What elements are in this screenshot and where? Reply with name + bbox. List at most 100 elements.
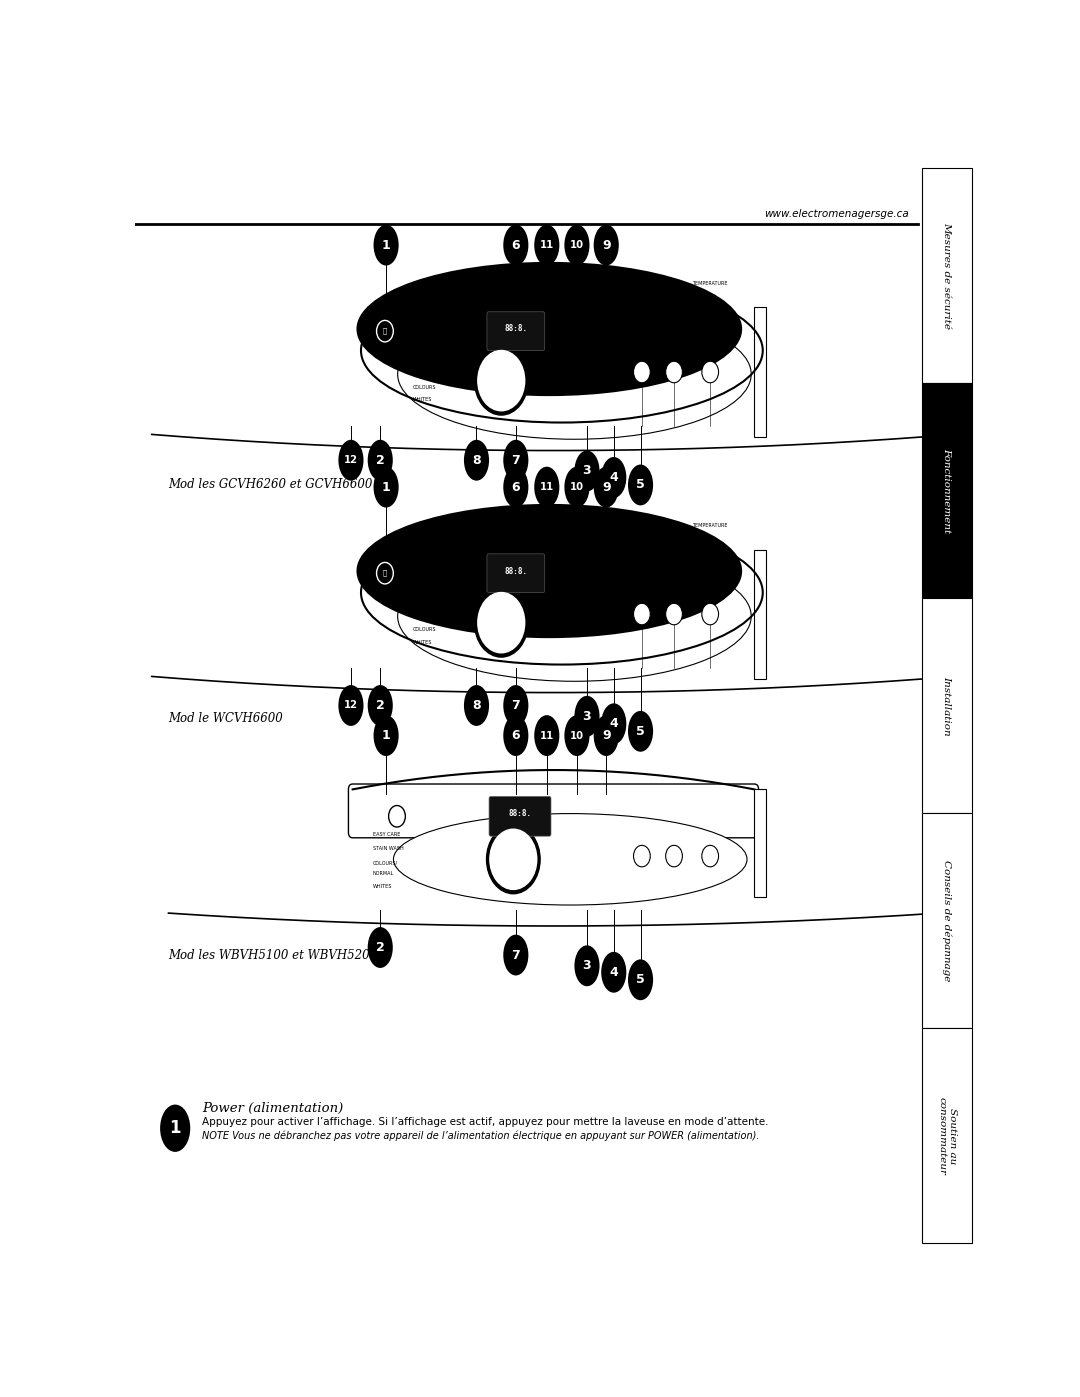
Bar bbox=[922, 813, 972, 1028]
Ellipse shape bbox=[367, 928, 393, 968]
Ellipse shape bbox=[594, 467, 619, 507]
Circle shape bbox=[665, 362, 683, 383]
Text: STAIN WASH: STAIN WASH bbox=[373, 847, 404, 851]
Text: 3: 3 bbox=[583, 464, 591, 478]
Text: 2: 2 bbox=[376, 942, 384, 954]
Ellipse shape bbox=[535, 225, 559, 265]
Ellipse shape bbox=[356, 261, 742, 397]
Text: 5: 5 bbox=[636, 478, 645, 492]
Text: 1: 1 bbox=[381, 239, 391, 251]
Text: 7: 7 bbox=[512, 454, 521, 467]
Text: Mod les GCVH6260 et GCVH6600: Mod les GCVH6260 et GCVH6600 bbox=[168, 478, 373, 492]
Text: Appuyez pour activer l’affichage. Si l’affichage est actif, appuyez pour mettre : Appuyez pour activer l’affichage. Si l’a… bbox=[202, 1116, 769, 1127]
Bar bbox=[922, 383, 972, 598]
Text: Mesures de sécurité: Mesures de sécurité bbox=[943, 222, 951, 328]
FancyBboxPatch shape bbox=[487, 312, 544, 351]
Bar bbox=[754, 789, 766, 897]
Ellipse shape bbox=[397, 309, 752, 439]
Bar bbox=[754, 307, 766, 437]
Text: Installation: Installation bbox=[943, 676, 951, 735]
Text: 11: 11 bbox=[540, 482, 554, 492]
Text: 1: 1 bbox=[381, 481, 391, 493]
Ellipse shape bbox=[503, 715, 528, 756]
Ellipse shape bbox=[535, 715, 559, 756]
Ellipse shape bbox=[160, 1105, 190, 1153]
Text: 88:8.: 88:8. bbox=[509, 809, 531, 817]
Circle shape bbox=[702, 362, 718, 383]
Text: SPIN SPEED: SPIN SPEED bbox=[651, 281, 680, 286]
Bar bbox=[922, 1028, 972, 1243]
Text: WHITES: WHITES bbox=[373, 884, 392, 888]
Circle shape bbox=[665, 604, 683, 624]
Text: 5: 5 bbox=[636, 974, 645, 986]
Ellipse shape bbox=[602, 951, 626, 993]
Ellipse shape bbox=[338, 440, 364, 481]
Text: SOIL LEVEL: SOIL LEVEL bbox=[616, 281, 644, 286]
FancyBboxPatch shape bbox=[349, 784, 758, 838]
Circle shape bbox=[474, 346, 528, 415]
Text: 4: 4 bbox=[609, 965, 618, 979]
Text: EASY CARE: EASY CARE bbox=[373, 833, 400, 837]
Circle shape bbox=[702, 604, 718, 624]
Text: Conseils de dépannage: Conseils de dépannage bbox=[942, 861, 951, 981]
Ellipse shape bbox=[594, 225, 619, 265]
Text: PERM PRESS: PERM PRESS bbox=[413, 601, 444, 606]
Text: 11: 11 bbox=[540, 731, 554, 740]
Text: www.electromenagersge.ca: www.electromenagersge.ca bbox=[764, 208, 908, 218]
Text: STAIN WASH: STAIN WASH bbox=[413, 613, 444, 619]
Text: STAIN WASH: STAIN WASH bbox=[413, 372, 444, 377]
Text: ⏻: ⏻ bbox=[382, 328, 387, 334]
Text: 7: 7 bbox=[512, 698, 521, 712]
Ellipse shape bbox=[356, 504, 742, 638]
Ellipse shape bbox=[503, 467, 528, 507]
Text: 3: 3 bbox=[583, 960, 591, 972]
Ellipse shape bbox=[367, 440, 393, 481]
Text: WHITES: WHITES bbox=[413, 640, 432, 644]
Text: COLOURS: COLOURS bbox=[413, 627, 436, 631]
Ellipse shape bbox=[575, 946, 599, 986]
Text: ⏻: ⏻ bbox=[382, 570, 387, 577]
Circle shape bbox=[702, 845, 718, 866]
Circle shape bbox=[634, 845, 650, 866]
Text: NOTE Vous ne débranchez pas votre appareil de l’alimentation électrique en appuy: NOTE Vous ne débranchez pas votre appare… bbox=[202, 1130, 759, 1141]
Circle shape bbox=[474, 588, 528, 657]
Ellipse shape bbox=[503, 935, 528, 975]
Ellipse shape bbox=[464, 440, 489, 481]
Ellipse shape bbox=[503, 225, 528, 265]
Text: 2: 2 bbox=[376, 454, 384, 467]
Ellipse shape bbox=[397, 552, 752, 682]
Ellipse shape bbox=[393, 813, 747, 905]
Circle shape bbox=[634, 362, 650, 383]
Text: 5: 5 bbox=[636, 725, 645, 738]
Circle shape bbox=[477, 351, 525, 411]
Text: 4: 4 bbox=[609, 717, 618, 731]
Text: 2: 2 bbox=[376, 698, 384, 712]
Circle shape bbox=[490, 830, 537, 890]
Text: 10: 10 bbox=[570, 731, 584, 740]
Ellipse shape bbox=[338, 685, 364, 726]
Text: 6: 6 bbox=[512, 729, 521, 742]
Text: Mod les WBVH5100 et WBVH5200: Mod les WBVH5100 et WBVH5200 bbox=[168, 949, 378, 961]
Ellipse shape bbox=[575, 696, 599, 736]
Ellipse shape bbox=[575, 451, 599, 492]
Ellipse shape bbox=[374, 225, 399, 265]
Circle shape bbox=[477, 592, 525, 652]
Ellipse shape bbox=[367, 685, 393, 726]
Text: Power (alimentation): Power (alimentation) bbox=[202, 1102, 343, 1115]
Text: 12: 12 bbox=[343, 700, 357, 711]
Text: Fonctionnement: Fonctionnement bbox=[943, 448, 951, 532]
Text: 1: 1 bbox=[381, 729, 391, 742]
Ellipse shape bbox=[602, 703, 626, 745]
Bar bbox=[754, 549, 766, 679]
Text: TEMPERATURE: TEMPERATURE bbox=[692, 522, 728, 528]
Text: 10: 10 bbox=[570, 482, 584, 492]
Ellipse shape bbox=[503, 685, 528, 726]
Ellipse shape bbox=[565, 225, 590, 265]
Text: PERM PRESS: PERM PRESS bbox=[413, 359, 444, 363]
Bar bbox=[922, 598, 972, 813]
Ellipse shape bbox=[374, 715, 399, 756]
Text: 9: 9 bbox=[602, 481, 610, 493]
Text: 6: 6 bbox=[512, 239, 521, 251]
Ellipse shape bbox=[565, 715, 590, 756]
Text: 12: 12 bbox=[343, 455, 357, 465]
